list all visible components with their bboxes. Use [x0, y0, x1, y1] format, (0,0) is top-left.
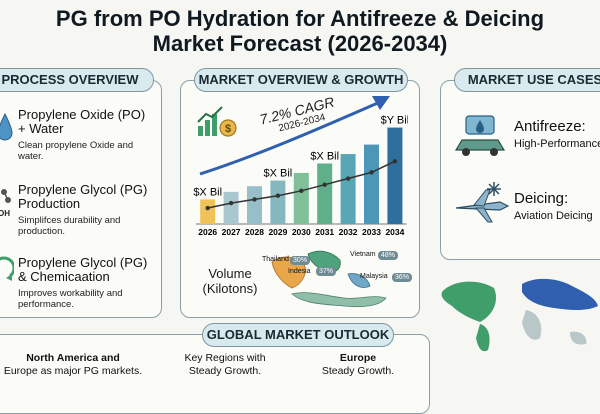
- market-header: MARKET OVERVIEW & GROWTH: [194, 68, 408, 92]
- tick-label-2034: 2034: [385, 227, 404, 237]
- world-map: [441, 278, 598, 352]
- data-label-2031: $X Bil: [310, 150, 339, 162]
- region-europe: Europe Steady Growth.: [321, 352, 395, 377]
- data-label-2029: $X Bil: [264, 168, 293, 180]
- trend-point-2029: [275, 193, 281, 198]
- volume-label: Volume (Kilotons): [202, 266, 258, 296]
- bar-2029: [270, 180, 286, 224]
- airplane-deicing-icon: [455, 182, 510, 223]
- outlook-header: GLOBAL MARKET OUTLOOK: [202, 323, 394, 347]
- bar-2032: [340, 154, 356, 224]
- step-1-desc: Clean propylene Oxide and water.: [18, 140, 134, 162]
- region-key: Key Regions with Steady Growth.: [184, 352, 266, 377]
- tick-label-2027: 2027: [222, 227, 241, 237]
- map-badge-thailand: 30%: [290, 256, 311, 265]
- map-label-thailand: Thailand: [262, 256, 289, 263]
- svg-text:$: $: [225, 123, 231, 135]
- market-bar-chart: 2026 $X Bil 2027 2028 2029 $X Bil 2030 2031 $X B…: [193, 115, 408, 237]
- bar-2027: [223, 191, 239, 224]
- process-header: PROCESS OVERVIEW: [0, 68, 154, 92]
- uses-panel: [440, 80, 600, 260]
- tick-label-2030: 2030: [292, 227, 311, 237]
- trend-point-2026: [205, 205, 210, 211]
- map-badge-malaysia: 36%: [392, 273, 413, 282]
- bar-2028: [247, 186, 262, 224]
- bar-2033: [364, 144, 379, 224]
- tick-label-2031: 2031: [315, 227, 334, 237]
- bar-2026: [200, 199, 216, 224]
- tick-label-2026: 2026: [198, 227, 217, 237]
- step-2-title: Propylene Glycol (PG) Production: [18, 182, 148, 211]
- bar-2030: [293, 172, 309, 224]
- step-1-title: Propylene Oxide (PO) + Water: [18, 107, 146, 136]
- trend-point-2033: [369, 170, 374, 175]
- data-label-2026: $X Bil: [193, 186, 222, 198]
- bar-2034: [387, 127, 403, 224]
- map-badge-indesia: 37%: [316, 267, 337, 276]
- use-1-title: Antifreeze:: [514, 118, 586, 135]
- step-2-desc: Simplifces durability and production.: [18, 215, 121, 237]
- trend-point-2027: [228, 200, 234, 206]
- trend-point-2031: [322, 182, 327, 187]
- molecule-icon: [1, 189, 11, 203]
- growth-arrow: [199, 96, 390, 176]
- trend-point-2028: [252, 197, 257, 202]
- data-label-2034: $Y Bil: [381, 115, 408, 127]
- uses-header: MARKET USE CASES: [454, 68, 600, 92]
- process-panel: [0, 80, 162, 318]
- trend-point-2034: [392, 159, 398, 164]
- map-label-vietnam: Vietnam: [350, 251, 376, 258]
- step-2-tag: OH: [0, 209, 10, 218]
- recycle-arrow-icon: [0, 256, 14, 281]
- use-2-title: Deicing:: [514, 190, 569, 207]
- use-1-sub: High-Performance: [514, 138, 600, 150]
- title-line-2: Market Forecast (2026-2034): [152, 31, 448, 56]
- title-line-1: PG from PO Hydration for Antifreeze & De…: [55, 6, 545, 31]
- bar-2031: [317, 163, 333, 224]
- water-drop-icon: [0, 112, 13, 141]
- tick-label-2032: 2032: [339, 227, 358, 237]
- growth-coin-icon: $: [197, 106, 237, 137]
- trend-point-2032: [345, 176, 351, 181]
- step-3-title: Propylene Glycol (PG) & Chemicaation: [18, 255, 148, 284]
- region-north-america: North America and Europe as major PG mar…: [3, 352, 143, 377]
- car-coolant-icon: [454, 115, 506, 156]
- tick-label-2029: 2029: [268, 227, 287, 237]
- map-label-indesia: Indesia: [288, 268, 311, 275]
- tick-label-2028: 2028: [245, 227, 264, 237]
- use-2-sub: Aviation Deicing: [514, 210, 593, 222]
- page-title: PG from PO Hydration for Antifreeze & De…: [0, 6, 600, 56]
- step-3-desc: Improves workability and performance.: [18, 288, 123, 310]
- tick-label-2033: 2033: [362, 227, 381, 237]
- trend-point-2030: [299, 188, 304, 194]
- map-badge-vietnam: 48%: [378, 251, 399, 260]
- map-label-malaysia: Malaysia: [360, 273, 388, 280]
